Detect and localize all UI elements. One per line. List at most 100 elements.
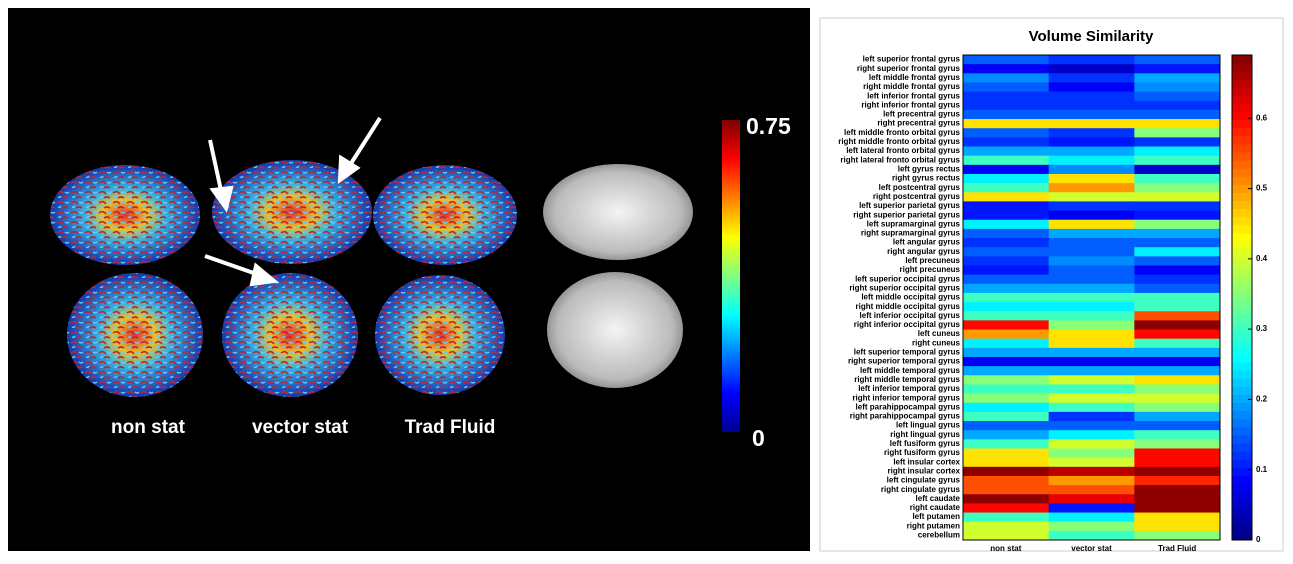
row-label: right angular gyrus xyxy=(887,247,960,256)
row-label: left superior occipital gyrus xyxy=(855,274,960,283)
colorbar-segment xyxy=(1232,249,1252,258)
cell xyxy=(1134,320,1220,330)
cell xyxy=(1049,311,1135,321)
row-label: right insular cortex xyxy=(888,466,961,475)
cell xyxy=(1049,357,1135,367)
colorbar-segment xyxy=(1232,459,1252,468)
cell xyxy=(1134,165,1220,175)
cell xyxy=(1134,330,1220,340)
row-label: right precuneus xyxy=(900,265,961,274)
colorbar-segment xyxy=(1232,112,1252,121)
row-label: left cingulate gyrus xyxy=(887,476,961,485)
cell xyxy=(963,348,1049,358)
row-label: right cuneus xyxy=(912,338,961,347)
left-colorbar xyxy=(722,120,740,432)
row-label: left middle fronto orbital gyrus xyxy=(844,128,961,137)
colorbar-segment xyxy=(1232,427,1252,436)
cell xyxy=(1049,513,1135,523)
row-label: left precuneus xyxy=(905,256,960,265)
colorbar-segment xyxy=(1232,386,1252,395)
cell xyxy=(1049,485,1135,495)
row-label: left middle temporal gyrus xyxy=(860,366,961,375)
cell xyxy=(1134,183,1220,193)
x-tick-label: non stat xyxy=(990,544,1021,553)
caption: vector stat xyxy=(252,417,349,438)
cell xyxy=(963,220,1049,230)
colorbar-segment xyxy=(1232,265,1252,274)
row-label: right middle temporal gyrus xyxy=(854,375,960,384)
cell xyxy=(1049,394,1135,404)
colorbar-segment xyxy=(1232,354,1252,363)
colorbar-segment xyxy=(1232,225,1252,234)
chart-title: Volume Similarity xyxy=(1029,28,1154,45)
colorbar-segment xyxy=(1232,192,1252,201)
cell xyxy=(1134,192,1220,202)
row-label: left superior frontal gyrus xyxy=(863,55,961,64)
caption: non stat xyxy=(111,417,186,438)
cell xyxy=(1134,430,1220,440)
cell xyxy=(1049,110,1135,120)
cell xyxy=(963,211,1049,221)
cell xyxy=(1049,531,1135,541)
cell xyxy=(963,375,1049,385)
cell xyxy=(1134,156,1220,166)
cell xyxy=(1134,275,1220,285)
cell xyxy=(1134,174,1220,184)
cell xyxy=(1134,101,1220,111)
colorbar-segment xyxy=(1232,508,1252,517)
row-label: left precentral gyrus xyxy=(883,110,960,119)
cell xyxy=(1049,64,1135,74)
cell xyxy=(963,64,1049,74)
colorbar-segment xyxy=(1232,475,1252,484)
cell xyxy=(1134,201,1220,211)
colorbar-segment xyxy=(1232,63,1252,72)
cell xyxy=(1049,174,1135,184)
cell xyxy=(1134,366,1220,376)
row-label: right cingulate gyrus xyxy=(881,485,961,494)
cell xyxy=(1134,339,1220,349)
row-label: right putamen xyxy=(907,521,960,530)
cell xyxy=(963,311,1049,321)
cell xyxy=(1134,403,1220,413)
colorbar-segment xyxy=(1232,492,1252,501)
colorbar-segment xyxy=(1232,443,1252,452)
cell xyxy=(1049,439,1135,449)
cell xyxy=(1134,494,1220,504)
cell xyxy=(963,384,1049,394)
colorbar-segment xyxy=(1232,104,1252,113)
cell xyxy=(1049,119,1135,129)
cell xyxy=(1134,110,1220,120)
cell xyxy=(1049,192,1135,202)
cell xyxy=(963,101,1049,111)
cell xyxy=(1134,119,1220,129)
cell xyxy=(1049,92,1135,102)
cell xyxy=(1134,412,1220,422)
cell xyxy=(963,330,1049,340)
cell xyxy=(1049,220,1135,230)
cell xyxy=(963,256,1049,266)
row-label: left superior temporal gyrus xyxy=(854,348,961,357)
cell xyxy=(1049,284,1135,294)
colorbar-segment xyxy=(1232,201,1252,210)
cell xyxy=(963,403,1049,413)
cell xyxy=(1134,64,1220,74)
row-label: left gyrus rectus xyxy=(898,164,961,173)
cell xyxy=(1134,522,1220,532)
row-label: cerebellum xyxy=(918,531,960,540)
cell xyxy=(1049,128,1135,138)
cell xyxy=(1134,137,1220,147)
cell xyxy=(963,247,1049,257)
colorbar-segment xyxy=(1232,176,1252,185)
colorbar-segment xyxy=(1232,467,1252,476)
cell xyxy=(963,156,1049,166)
cell xyxy=(963,183,1049,193)
cell xyxy=(963,421,1049,431)
colorbar-segment xyxy=(1232,136,1252,145)
row-label: right gyrus rectus xyxy=(892,174,961,183)
colorbar-segment xyxy=(1232,314,1252,323)
cell xyxy=(1134,302,1220,312)
cell xyxy=(963,174,1049,184)
cell xyxy=(1134,229,1220,239)
colorbar-segment xyxy=(1232,289,1252,298)
row-label: right supramarginal gyrus xyxy=(861,229,961,238)
